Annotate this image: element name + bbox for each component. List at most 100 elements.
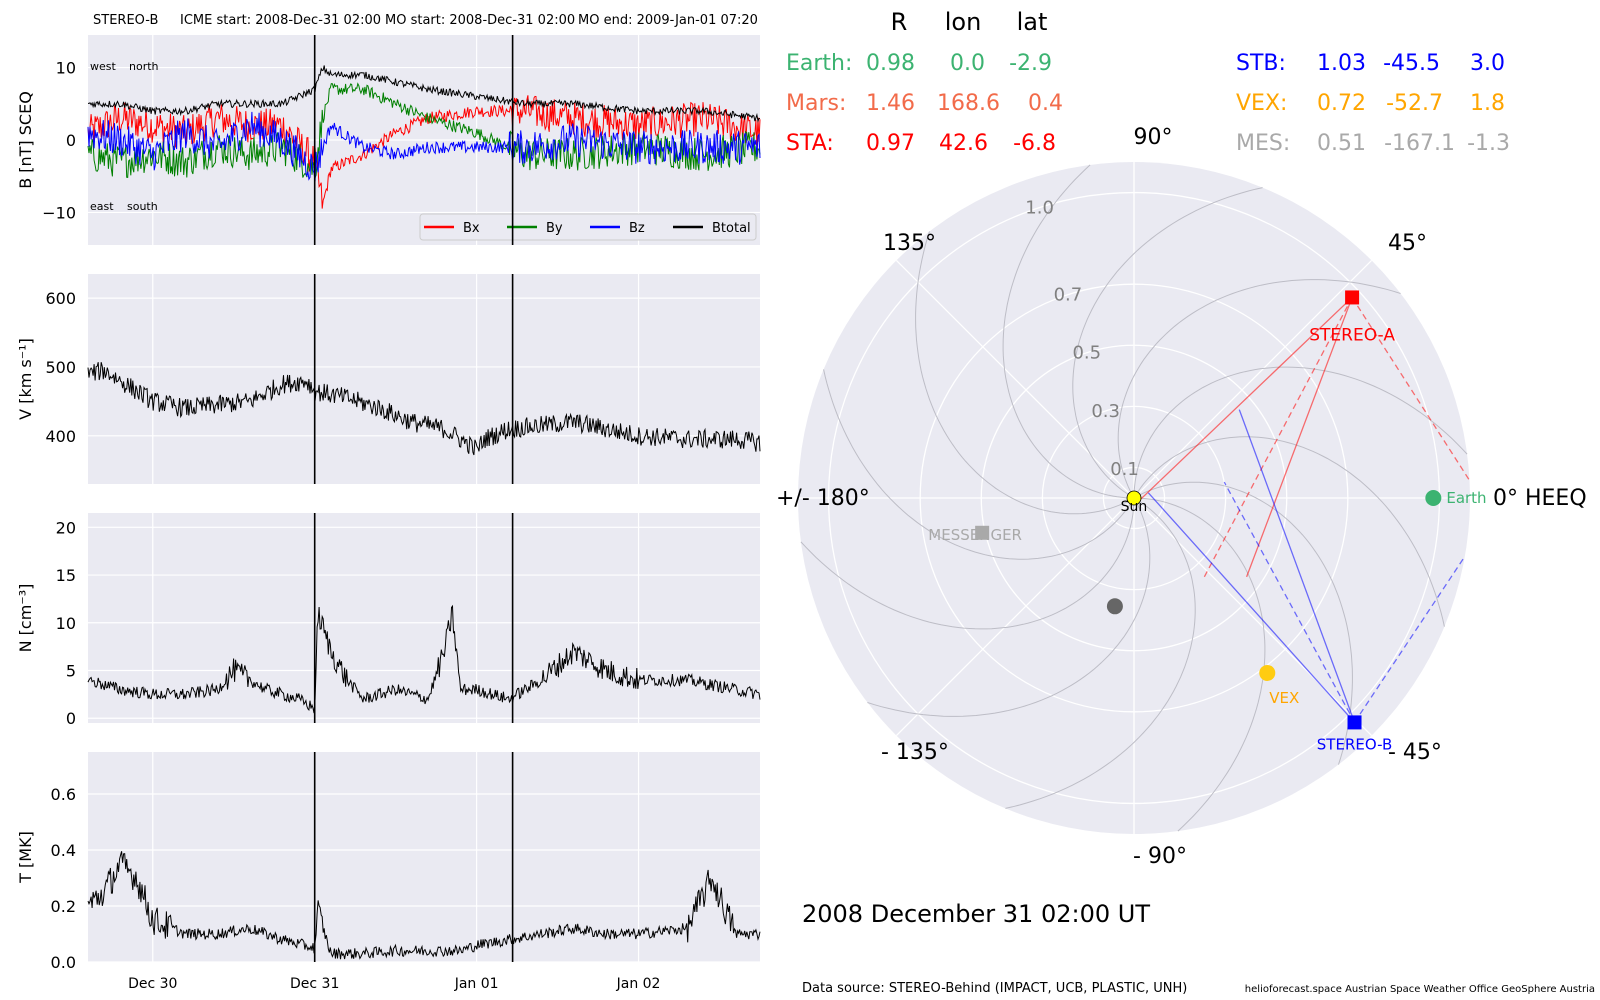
panel-temperature: 0.6 0.4 0.2 0.0 T [MK] (16, 752, 761, 972)
y-tick-label: 0 (66, 131, 76, 150)
annotation-north: north (129, 60, 159, 73)
angle-label-minus-45: - 45° (1388, 740, 1442, 765)
annotation-west: west (90, 60, 116, 73)
angle-label-135: 135° (883, 231, 936, 256)
row-name: Earth: (786, 51, 852, 76)
vex-marker (1259, 664, 1276, 681)
stereo-b-label: STEREO-B (1317, 735, 1392, 753)
stb-fov-line (1353, 555, 1466, 723)
sun-label: Sun (1121, 499, 1148, 515)
y-tick-label: 0 (66, 709, 76, 728)
field-of-view-lines (1139, 296, 1471, 723)
row-lat: -6.8 (1013, 131, 1056, 156)
y-tick-label: 0.2 (51, 897, 76, 916)
table-row-earth: Earth: 0.98 0.0 -2.9 (786, 51, 1052, 76)
radial-tick-label: 0.5 (1072, 343, 1101, 364)
y-axis-label: B [nT] SCEQ (16, 91, 35, 189)
x-tick-label: Dec 31 (290, 976, 339, 992)
annotation-east: east (90, 200, 114, 213)
table-row-mes: MES: 0.51 -167.1 -1.3 (1236, 131, 1510, 156)
angle-label-0: 0° HEEQ (1493, 486, 1587, 511)
series-group (87, 65, 761, 209)
y-tick-label: −10 (42, 203, 76, 222)
stb-fov-line (1147, 492, 1356, 723)
row-lon: -52.7 (1386, 91, 1443, 116)
y-tick-label: 0.6 (51, 785, 76, 804)
series-line-by (87, 82, 761, 178)
sta-fov-line (1245, 297, 1353, 578)
y-tick-label: 500 (45, 358, 76, 377)
y-tick-label: 0.0 (51, 953, 76, 972)
angle-label-minus-135: - 135° (881, 740, 949, 765)
parker-spiral-line (1133, 436, 1445, 627)
legend: Bx By Bz Btotal (419, 213, 757, 241)
table-row-stb: STB: 1.03 -45.5 3.0 (1236, 51, 1505, 76)
series-group (87, 604, 761, 714)
row-r: 1.46 (866, 91, 915, 116)
parker-spiral-line (800, 497, 1135, 630)
row-lon: 42.6 (939, 131, 988, 156)
table-header-r: R (891, 8, 908, 36)
table-row-mars: Mars: 1.46 168.6 0.4 (786, 91, 1063, 116)
series-group (87, 851, 761, 960)
row-lat: 3.0 (1470, 51, 1505, 76)
stb-fov-line (1238, 409, 1356, 723)
parker-spiral-line (915, 231, 1135, 515)
spacecraft-markers: Sun Earth STEREO-A STEREO-B VEX MESSENGER (928, 290, 1487, 753)
parker-spiral-line (1002, 164, 1135, 499)
row-r: 0.51 (1317, 131, 1366, 156)
row-name: VEX: (1236, 91, 1287, 116)
row-lon: -45.5 (1383, 51, 1440, 76)
parker-spiral-line (1117, 279, 1401, 499)
parker-spirals (800, 164, 1468, 832)
row-r: 0.72 (1317, 91, 1366, 116)
panel-background (88, 513, 760, 723)
row-r: 0.98 (866, 51, 915, 76)
y-ticks: 20 15 10 5 0 (56, 518, 76, 728)
header-mo-end: MO end: 2009-Jan-01 07:20 (578, 13, 758, 28)
messenger-marker (975, 525, 990, 540)
y-tick-label: 10 (56, 614, 76, 633)
parker-spiral-line (1072, 187, 1263, 499)
earth-label: Earth (1446, 489, 1486, 507)
row-lon: 0.0 (950, 51, 985, 76)
row-lat: 1.8 (1470, 91, 1505, 116)
radial-tick-label: 1.0 (1025, 197, 1054, 218)
radial-tick-label: 0.1 (1110, 459, 1139, 480)
panel-speed: 600 500 400 V [km s⁻¹] (16, 274, 761, 484)
row-r: 1.03 (1317, 51, 1366, 76)
parker-spiral-line (1133, 497, 1266, 832)
y-axis-label: T [MK] (16, 831, 35, 884)
row-name: STB: (1236, 51, 1286, 76)
angle-label-90: 90° (1134, 125, 1173, 150)
row-lat: -1.3 (1467, 131, 1510, 156)
sta-fov-line (1202, 297, 1353, 581)
parker-spiral-line (1133, 481, 1353, 765)
parker-spiral-line (867, 497, 1151, 717)
row-lon: 168.6 (937, 91, 1000, 116)
y-tick-label: 10 (56, 59, 76, 78)
row-lat: -2.9 (1009, 51, 1052, 76)
earth-marker (1425, 490, 1442, 506)
y-ticks: 600 500 400 (45, 289, 76, 446)
panel-density: 20 15 10 5 0 N [cm⁻³] (16, 513, 761, 728)
y-axis-label: V [km s⁻¹] (16, 338, 35, 420)
vex-label: VEX (1269, 689, 1299, 707)
gridlines (88, 513, 760, 723)
row-r: 0.97 (866, 131, 915, 156)
messenger-label: MESSENGER (928, 526, 1022, 544)
header: STEREO-B ICME start: 2008-Dec-31 02:00 M… (93, 13, 758, 28)
radial-tick-label: 0.3 (1091, 401, 1120, 422)
footer-credits: helioforecast.space Austrian Space Weath… (1245, 984, 1595, 995)
polar-plot: 0.1 0.3 0.5 0.7 1.0 Sun Earth STEREO-A STEREO-B… (776, 125, 1587, 869)
header-spacecraft: STEREO-B (93, 13, 158, 28)
table-header-lat: lat (1017, 8, 1048, 36)
row-name: MES: (1236, 131, 1290, 156)
y-ticks: 0.6 0.4 0.2 0.0 (51, 785, 76, 972)
series-group (87, 362, 761, 456)
table-row-sta: STA: 0.97 42.6 -6.8 (786, 131, 1056, 156)
series-line-bz (87, 111, 761, 182)
panel-magnetic-field: 10 0 −10 B [nT] SCEQ west north east south… (16, 35, 761, 245)
series-line-t (87, 851, 761, 960)
angle-label-minus-90: - 90° (1133, 844, 1187, 869)
